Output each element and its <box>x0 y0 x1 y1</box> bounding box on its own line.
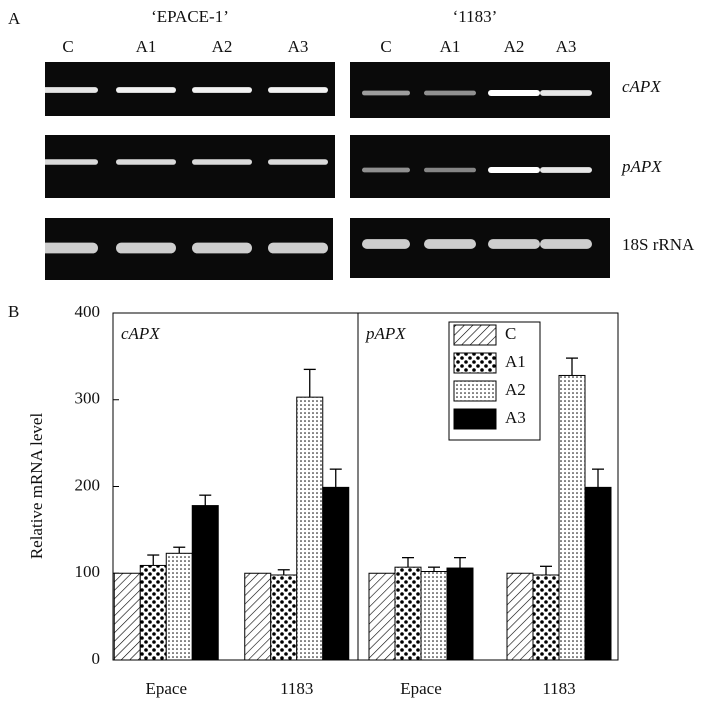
lane-label: A1 <box>136 37 157 56</box>
gel-band <box>424 90 476 96</box>
bar <box>446 567 474 661</box>
legend-swatch <box>453 324 497 346</box>
gel-panel: C A1 A2 A3 C A1 A2 A3 cAPX pAPX 18S rRNA <box>38 37 695 280</box>
error-bar <box>147 554 160 566</box>
bar <box>113 572 141 661</box>
cultivar-label: ‘EPACE-1’ <box>151 7 229 26</box>
gel-image <box>350 62 610 118</box>
lane-label: A1 <box>440 37 461 56</box>
gel-band <box>424 239 476 249</box>
legend-swatch <box>453 352 497 374</box>
legend-swatch <box>453 408 497 430</box>
bar <box>244 572 272 661</box>
gel-band <box>488 167 540 173</box>
gel-band <box>540 239 592 249</box>
bar <box>368 572 396 661</box>
error-bar <box>566 357 578 376</box>
bar <box>558 374 586 661</box>
gel-band <box>488 239 540 249</box>
cultivar-label: ‘1183’ <box>453 7 498 26</box>
legend-label: A3 <box>505 408 526 427</box>
gene-label: cAPX <box>622 77 661 96</box>
error-bar <box>402 556 414 568</box>
y-tick-label: 0 <box>92 649 101 668</box>
gel-band <box>116 242 176 254</box>
error-bar <box>540 565 552 575</box>
gel-band <box>268 159 328 165</box>
legend-label: A2 <box>505 380 526 399</box>
y-tick-label: 400 <box>75 302 101 321</box>
error-bar <box>454 556 466 569</box>
bar <box>420 571 448 661</box>
bar <box>296 396 324 661</box>
bar <box>139 564 167 661</box>
y-tick-label: 300 <box>75 389 101 408</box>
x-tick-label: Epace <box>400 679 442 698</box>
panel-title: pAPX <box>365 324 406 343</box>
x-tick-label: Epace <box>145 679 187 698</box>
gel-band <box>192 242 252 254</box>
bar <box>394 566 422 661</box>
y-tick-label: 200 <box>75 475 101 494</box>
gel-band <box>268 242 328 254</box>
error-bar <box>277 569 290 575</box>
gel-band <box>362 239 410 249</box>
error-bar <box>329 468 342 488</box>
bar <box>532 574 560 661</box>
error-bar <box>428 566 440 572</box>
gel-image <box>45 135 335 198</box>
gene-label: 18S rRNA <box>622 235 695 254</box>
y-tick-label: 100 <box>75 562 101 581</box>
gel-band <box>268 87 328 93</box>
x-tick-label: 1183 <box>280 679 313 698</box>
bar <box>191 505 219 661</box>
gel-band <box>116 159 176 165</box>
gel-band <box>362 167 410 173</box>
error-bar <box>592 468 604 488</box>
x-tick-label: 1183 <box>542 679 575 698</box>
lane-label: A2 <box>212 37 233 56</box>
lane-label: A3 <box>288 37 309 56</box>
bar <box>584 486 612 661</box>
lane-label: C <box>380 37 391 56</box>
gel-band <box>362 90 410 96</box>
legend-label: C <box>505 324 516 343</box>
lane-label: A2 <box>504 37 525 56</box>
error-bar <box>199 494 212 506</box>
error-bar <box>173 546 186 554</box>
gel-band <box>192 159 252 165</box>
bar <box>322 486 350 661</box>
gel-band <box>540 167 592 173</box>
y-axis-label: Relative mRNA level <box>27 413 46 560</box>
gene-label: pAPX <box>621 157 662 176</box>
gel-band <box>38 159 98 165</box>
chart-panel: 0 100 200 300 400 Relative mRNA level cAPX Epac… <box>27 302 619 698</box>
bar <box>506 572 534 661</box>
bar <box>270 574 298 661</box>
legend-swatch <box>453 380 497 402</box>
gel-band <box>488 90 540 96</box>
panel-label: B <box>8 302 19 321</box>
lane-label: A3 <box>556 37 577 56</box>
gel-band <box>540 90 592 96</box>
gel-band <box>116 87 176 93</box>
error-bar <box>303 368 316 398</box>
lane-label: C <box>62 37 73 56</box>
gel-band <box>38 87 98 93</box>
gel-band <box>424 167 476 173</box>
panel-label: A <box>8 9 21 28</box>
gel-image <box>350 135 610 198</box>
bar <box>165 552 193 661</box>
legend-label: A1 <box>505 352 526 371</box>
panel-title: cAPX <box>121 324 160 343</box>
gel-band <box>38 242 98 254</box>
gel-band <box>192 87 252 93</box>
